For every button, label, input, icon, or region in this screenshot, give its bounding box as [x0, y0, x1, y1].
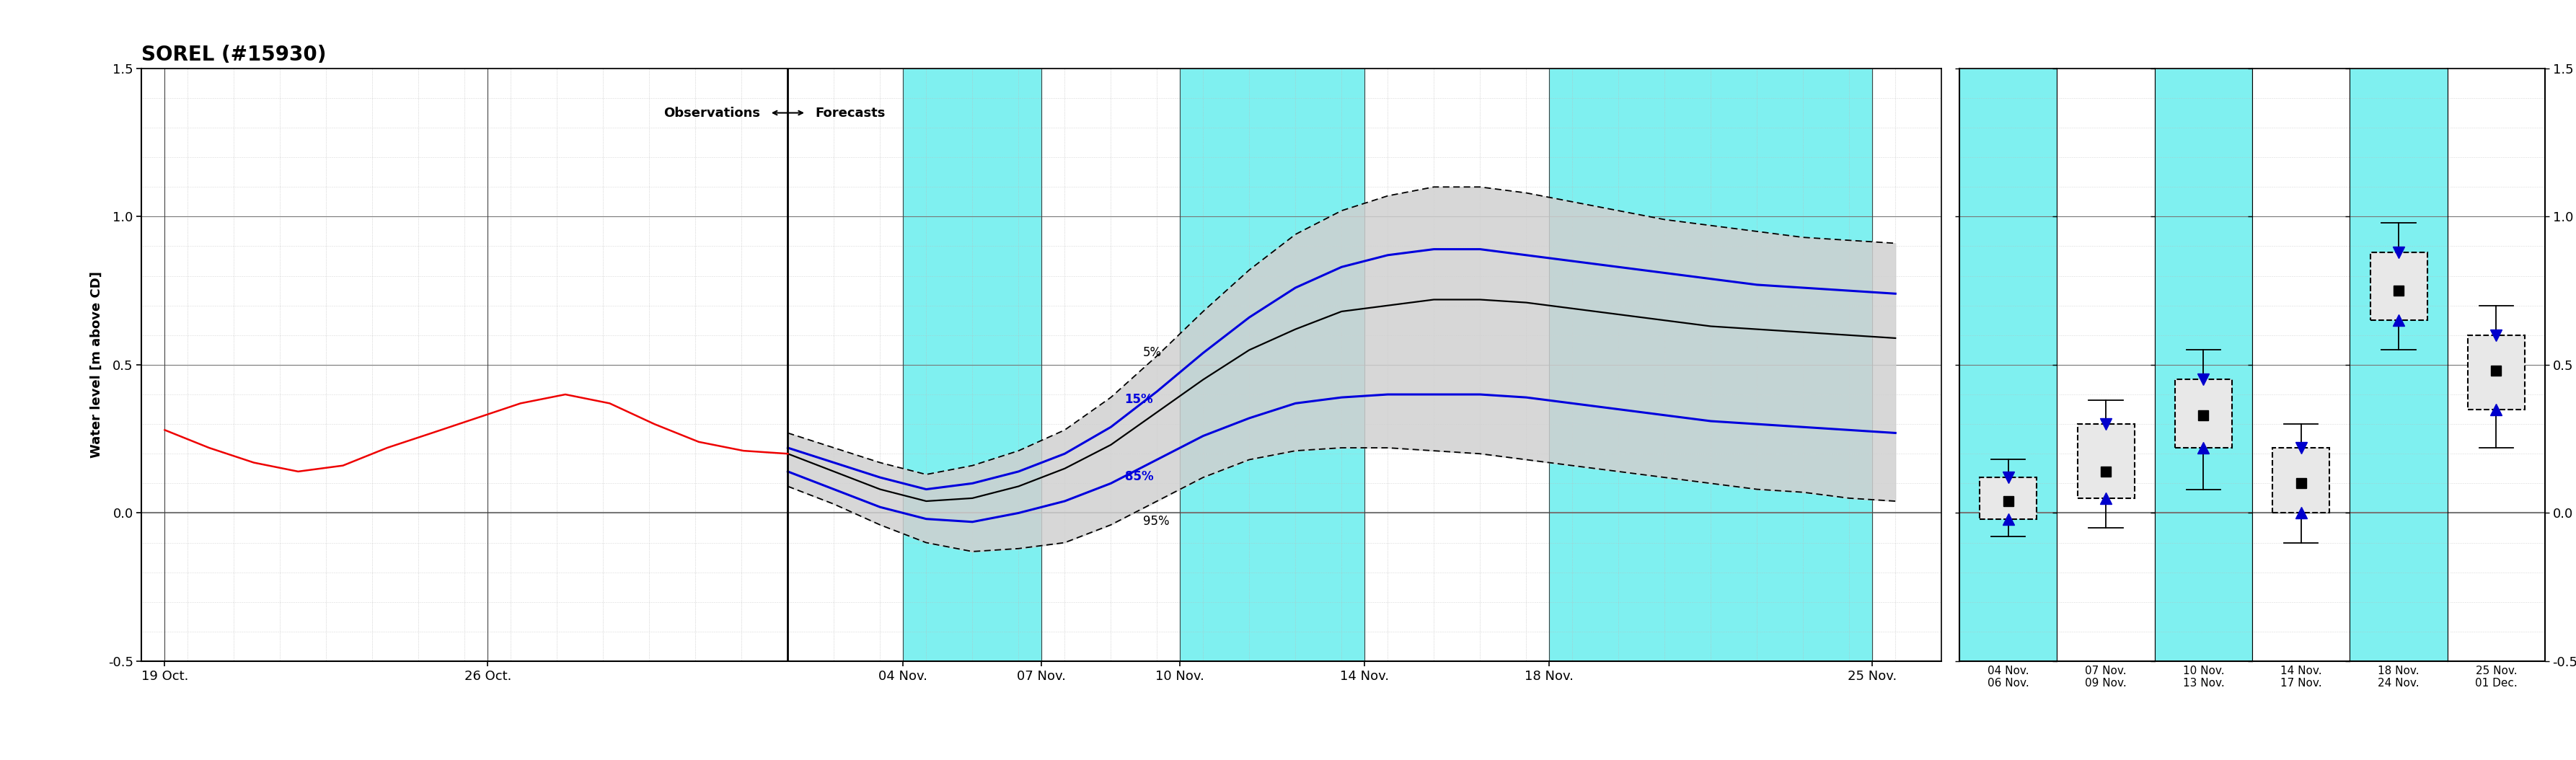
- Bar: [2370, 252, 2427, 321]
- Text: 5%: 5%: [1144, 346, 1162, 359]
- Bar: [2174, 379, 2231, 448]
- Bar: [2468, 335, 2524, 409]
- X-axis label: 10 Nov.
13 Nov.: 10 Nov. 13 Nov.: [2182, 665, 2223, 689]
- Text: Forecasts: Forecasts: [817, 106, 886, 119]
- Bar: [2076, 424, 2136, 499]
- X-axis label: 25 Nov.
01 Dec.: 25 Nov. 01 Dec.: [2476, 665, 2517, 689]
- X-axis label: 07 Nov.
09 Nov.: 07 Nov. 09 Nov.: [2084, 665, 2128, 689]
- Bar: [1548, 68, 1873, 661]
- Bar: [1180, 68, 1365, 661]
- X-axis label: 04 Nov.
06 Nov.: 04 Nov. 06 Nov.: [1989, 665, 2030, 689]
- Text: 15%: 15%: [1126, 393, 1154, 406]
- Text: Observations: Observations: [665, 106, 760, 119]
- Bar: [1981, 477, 2038, 519]
- Text: 95%: 95%: [1144, 515, 1170, 527]
- X-axis label: 14 Nov.
17 Nov.: 14 Nov. 17 Nov.: [2280, 665, 2321, 689]
- X-axis label: 18 Nov.
24 Nov.: 18 Nov. 24 Nov.: [2378, 665, 2419, 689]
- Text: SOREL (#15930): SOREL (#15930): [142, 45, 327, 65]
- Bar: [2272, 448, 2329, 513]
- Bar: [904, 68, 1041, 661]
- Y-axis label: Water level [m above CD]: Water level [m above CD]: [90, 271, 103, 458]
- Text: 85%: 85%: [1126, 470, 1154, 483]
